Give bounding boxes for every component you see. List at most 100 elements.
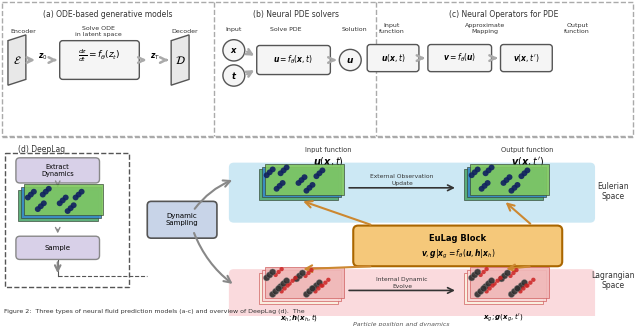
Circle shape [484, 289, 489, 293]
Polygon shape [171, 35, 189, 85]
Circle shape [63, 195, 68, 200]
Circle shape [521, 286, 525, 291]
Text: $\mathcal{E}$: $\mathcal{E}$ [13, 54, 21, 66]
Text: $\frac{dz}{dt} = f_\theta(z_t)$: $\frac{dz}{dt} = f_\theta(z_t)$ [78, 48, 121, 65]
Circle shape [501, 273, 508, 279]
Polygon shape [467, 270, 547, 301]
Circle shape [479, 186, 484, 192]
Circle shape [276, 183, 283, 189]
Circle shape [68, 205, 74, 211]
Text: (c) Neural Operators for PDE: (c) Neural Operators for PDE [449, 10, 558, 19]
Text: $\boldsymbol{z}_T$: $\boldsymbol{z}_T$ [150, 52, 161, 62]
Text: $\boldsymbol{u} = f_\theta(\boldsymbol{x}, t)$: $\boldsymbol{u} = f_\theta(\boldsymbol{x… [273, 54, 314, 66]
Polygon shape [259, 273, 339, 304]
Text: $\boldsymbol{v}(\boldsymbol{x}, t')$: $\boldsymbol{v}(\boldsymbol{x}, t')$ [513, 52, 540, 64]
Polygon shape [265, 164, 344, 195]
Circle shape [296, 273, 303, 279]
Circle shape [488, 165, 495, 170]
FancyBboxPatch shape [428, 45, 492, 72]
Circle shape [474, 269, 481, 275]
Circle shape [524, 284, 529, 288]
Circle shape [293, 276, 300, 282]
Circle shape [291, 279, 295, 283]
Circle shape [499, 276, 502, 280]
Text: $\boldsymbol{u}(\boldsymbol{x}, t)$: $\boldsymbol{u}(\boldsymbol{x}, t)$ [381, 52, 405, 64]
Text: EuLag Block: EuLag Block [429, 234, 486, 243]
Circle shape [46, 186, 52, 192]
Circle shape [303, 291, 310, 297]
Circle shape [280, 180, 285, 186]
Text: (d) DeepLag: (d) DeepLag [18, 145, 65, 154]
Circle shape [65, 208, 70, 214]
Circle shape [524, 168, 531, 173]
FancyBboxPatch shape [16, 158, 99, 183]
Text: Solve ODE
in latent space: Solve ODE in latent space [75, 26, 122, 37]
Text: $\boldsymbol{x}_g; \boldsymbol{g}(\boldsymbol{x}_g, t')$: $\boldsymbol{x}_g; \boldsymbol{g}(\bolds… [483, 312, 524, 324]
Circle shape [511, 271, 516, 275]
Circle shape [326, 278, 331, 282]
Text: $\boldsymbol{u}$: $\boldsymbol{u}$ [346, 55, 355, 65]
Polygon shape [8, 35, 26, 85]
Circle shape [488, 286, 492, 291]
Text: Internal Dynamic: Internal Dynamic [376, 277, 428, 282]
Circle shape [274, 186, 280, 192]
Circle shape [515, 285, 520, 291]
Circle shape [482, 183, 488, 189]
Circle shape [287, 282, 292, 286]
Circle shape [468, 172, 475, 178]
FancyBboxPatch shape [60, 41, 140, 80]
Text: (b) Neural PDE solvers: (b) Neural PDE solvers [253, 10, 339, 19]
Polygon shape [21, 187, 100, 218]
Circle shape [522, 170, 527, 176]
Circle shape [500, 180, 506, 186]
Circle shape [280, 289, 284, 293]
Circle shape [57, 200, 63, 206]
FancyBboxPatch shape [500, 45, 552, 72]
Circle shape [307, 271, 310, 275]
Circle shape [504, 177, 509, 183]
Circle shape [486, 168, 492, 173]
Polygon shape [464, 273, 543, 304]
Circle shape [525, 284, 529, 288]
Circle shape [275, 285, 282, 291]
Circle shape [485, 281, 492, 287]
Circle shape [339, 49, 361, 71]
Text: Input
function: Input function [379, 23, 405, 34]
Circle shape [483, 170, 488, 176]
Circle shape [73, 195, 79, 200]
Polygon shape [262, 167, 341, 198]
Circle shape [484, 267, 489, 271]
Polygon shape [259, 170, 339, 200]
Circle shape [511, 185, 518, 191]
Circle shape [25, 195, 31, 200]
Circle shape [495, 279, 500, 283]
Text: $\boldsymbol{x}$: $\boldsymbol{x}$ [230, 46, 238, 55]
Circle shape [499, 276, 505, 282]
Circle shape [320, 284, 324, 288]
Circle shape [472, 272, 478, 278]
Circle shape [273, 288, 279, 294]
Circle shape [309, 285, 316, 291]
Circle shape [280, 267, 284, 271]
Circle shape [35, 206, 41, 212]
Circle shape [468, 275, 475, 281]
Circle shape [79, 189, 84, 195]
Circle shape [472, 170, 477, 175]
Circle shape [508, 274, 513, 278]
Circle shape [504, 270, 511, 276]
Circle shape [284, 278, 290, 284]
Circle shape [277, 284, 284, 290]
Text: Solution: Solution [341, 27, 367, 32]
Circle shape [223, 40, 244, 61]
FancyBboxPatch shape [16, 236, 99, 259]
Circle shape [276, 270, 281, 274]
Circle shape [293, 276, 298, 280]
Circle shape [479, 273, 483, 277]
Polygon shape [24, 184, 104, 215]
Text: Encoder: Encoder [10, 29, 36, 34]
FancyBboxPatch shape [229, 163, 595, 223]
Circle shape [484, 180, 491, 186]
FancyBboxPatch shape [229, 269, 595, 326]
Circle shape [40, 192, 46, 198]
FancyBboxPatch shape [257, 46, 330, 75]
